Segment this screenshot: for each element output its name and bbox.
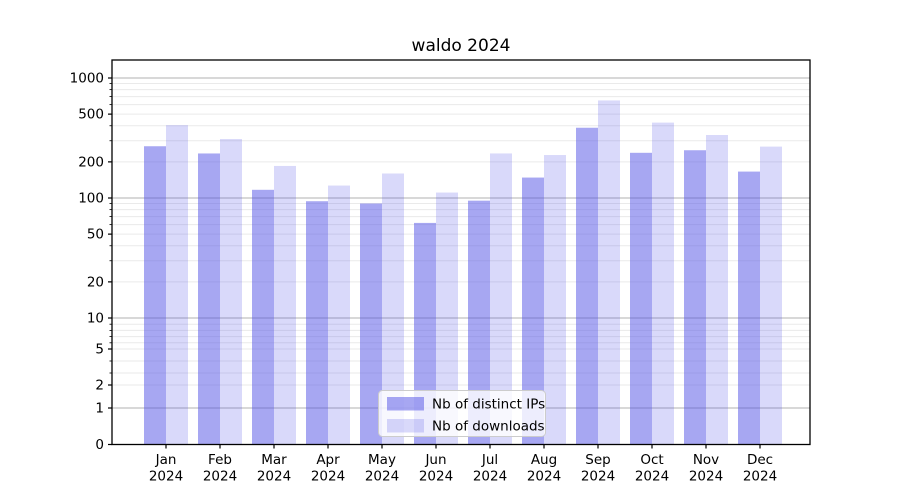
x-tick-label: Feb 2024 — [203, 452, 237, 485]
bar-distinct-ips — [306, 201, 328, 445]
legend — [378, 390, 546, 437]
y-tick-label: 1 — [95, 401, 104, 417]
x-tick-label: Apr 2024 — [311, 452, 345, 485]
x-tick-label: Nov 2024 — [689, 452, 723, 485]
bar-distinct-ips — [252, 189, 274, 445]
bar-downloads — [490, 153, 512, 445]
x-tick-label: Jan 2024 — [149, 452, 183, 485]
x-tick-label: Jul 2024 — [473, 452, 507, 485]
x-tick-label: Jun 2024 — [419, 452, 453, 485]
x-tick-label: Aug 2024 — [527, 452, 561, 485]
legend-label: Nb of distinct IPs — [432, 397, 545, 413]
x-tick-label: Oct 2024 — [635, 452, 669, 485]
y-tick-label: 2 — [95, 378, 104, 394]
bar-downloads — [382, 173, 404, 445]
y-tick-label: 5 — [95, 342, 104, 358]
x-tick-label: Dec 2024 — [743, 452, 777, 485]
bar-downloads — [598, 100, 620, 445]
bar-distinct-ips — [576, 127, 598, 445]
x-axis: Jan 2024 Feb 2024 Mar 2024 Apr 2024 May 2024 Jun 20… — [149, 444, 777, 485]
legend-swatch-downloads — [387, 419, 424, 433]
x-tick-label: Sep 2024 — [581, 452, 615, 485]
bar-downloads — [436, 192, 458, 445]
y-tick-label: 100 — [78, 191, 104, 207]
y-tick-label: 500 — [78, 107, 104, 123]
bar-distinct-ips — [522, 177, 544, 445]
bar-distinct-ips — [684, 150, 706, 445]
y-tick-label: 50 — [87, 227, 104, 243]
bar-downloads — [274, 165, 296, 445]
bar-downloads — [544, 155, 566, 445]
bar-downloads — [652, 122, 674, 445]
y-tick-label: 20 — [87, 274, 104, 290]
bar-downloads — [166, 125, 188, 445]
bar-distinct-ips — [144, 146, 166, 445]
bar-downloads — [220, 139, 242, 445]
x-tick-label: Mar 2024 — [257, 452, 291, 485]
bar-distinct-ips — [738, 171, 760, 445]
legend-label: Nb of downloads — [432, 419, 545, 435]
bars — [144, 100, 782, 445]
bar-downloads — [328, 185, 350, 445]
bar-distinct-ips — [630, 152, 652, 445]
y-tick-label: 10 — [87, 311, 104, 327]
axes-spines — [111, 59, 811, 446]
y-axis — [108, 77, 112, 446]
chart-title: waldo 2024 — [412, 36, 511, 56]
x-tick-label: May 2024 — [365, 452, 399, 485]
bar-distinct-ips — [468, 200, 490, 445]
y-tick-label: 1000 — [70, 71, 104, 87]
bar-distinct-ips — [198, 153, 220, 445]
bar-distinct-ips — [414, 222, 436, 445]
y-tick-label: 0 — [95, 437, 104, 453]
bar-downloads — [706, 134, 728, 445]
bar-distinct-ips — [360, 203, 382, 445]
bar-downloads — [760, 146, 782, 445]
legend-swatch-distinct-ips — [387, 397, 424, 411]
y-tick-label: 200 — [78, 154, 104, 170]
